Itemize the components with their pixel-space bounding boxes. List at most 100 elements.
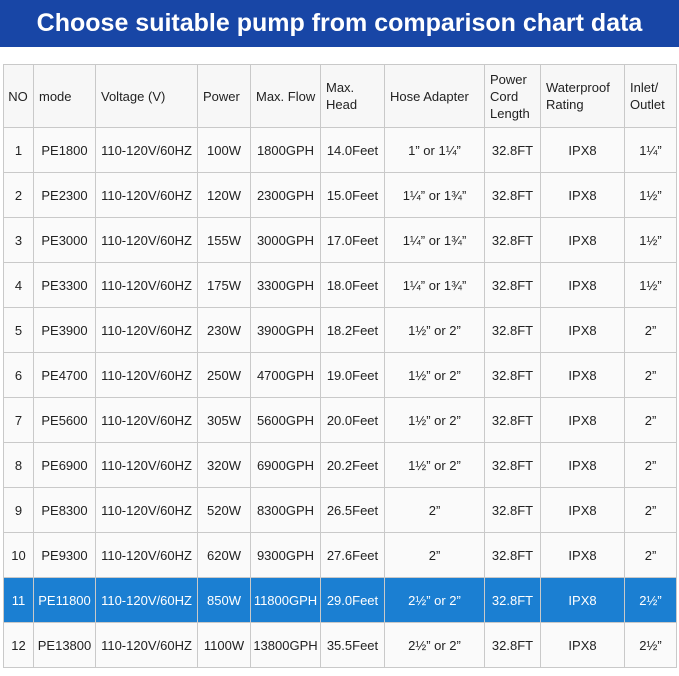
table-cell: 1½” or 2” <box>384 307 485 353</box>
table-cell: 1¼” or 1¾” <box>384 172 485 218</box>
table-cell: IPX8 <box>540 442 625 488</box>
table-cell: 2” <box>384 487 485 533</box>
table-cell: IPX8 <box>540 487 625 533</box>
table-cell: 1” or 1¼” <box>384 127 485 173</box>
table-cell: 2” <box>624 307 677 353</box>
table-cell: 13800GPH <box>250 622 321 668</box>
table-cell: 2 <box>3 172 34 218</box>
table-cell: 11800GPH <box>250 577 321 623</box>
table-row: 2 PE2300 110-120V/60HZ 120W 2300GPH 15.0Feet 1… <box>3 172 677 218</box>
table-cell: 110-120V/60HZ <box>95 577 198 623</box>
table-cell: 110-120V/60HZ <box>95 307 198 353</box>
table-cell: IPX8 <box>540 532 625 578</box>
table-cell: IPX8 <box>540 577 625 623</box>
table-cell: 6900GPH <box>250 442 321 488</box>
table-cell: 1½” or 2” <box>384 352 485 398</box>
table-cell: IPX8 <box>540 622 625 668</box>
table-row: 1 PE1800 110-120V/60HZ 100W 1800GPH 14.0Feet 1… <box>3 127 677 173</box>
table-cell: 1¼” or 1¾” <box>384 217 485 263</box>
table-cell: 14.0Feet <box>320 127 385 173</box>
table-cell: 175W <box>197 262 251 308</box>
table-cell: IPX8 <box>540 352 625 398</box>
table-cell: 110-120V/60HZ <box>95 532 198 578</box>
table-cell: 32.8FT <box>484 532 541 578</box>
column-header: Max. Head <box>320 64 385 128</box>
table-cell: PE1800 <box>33 127 96 173</box>
table-cell: IPX8 <box>540 307 625 353</box>
table-cell: 620W <box>197 532 251 578</box>
table-cell: 2½” or 2” <box>384 577 485 623</box>
table-cell: 1½” or 2” <box>384 397 485 443</box>
table-cell: 5600GPH <box>250 397 321 443</box>
table-cell: 17.0Feet <box>320 217 385 263</box>
table-cell: 20.0Feet <box>320 397 385 443</box>
table-cell: PE3000 <box>33 217 96 263</box>
table-row: 3 PE3000 110-120V/60HZ 155W 3000GPH 17.0Feet 1… <box>3 217 677 263</box>
table-cell: 32.8FT <box>484 397 541 443</box>
table-cell: 10 <box>3 532 34 578</box>
table-cell: 1800GPH <box>250 127 321 173</box>
table-cell: PE11800 <box>33 577 96 623</box>
table-cell: PE2300 <box>33 172 96 218</box>
table-body: 1 PE1800 110-120V/60HZ 100W 1800GPH 14.0Feet 1… <box>3 127 677 668</box>
column-header: Voltage (V) <box>95 64 198 128</box>
column-header: Waterproof Rating <box>540 64 625 128</box>
table-cell: PE3900 <box>33 307 96 353</box>
table-cell: 1½” <box>624 217 677 263</box>
table-cell: 2½” or 2” <box>384 622 485 668</box>
table-cell: 1¼” <box>624 127 677 173</box>
table-row: 6 PE4700 110-120V/60HZ 250W 4700GPH 19.0Feet 1… <box>3 352 677 398</box>
table-cell: 32.8FT <box>484 622 541 668</box>
table-cell: 110-120V/60HZ <box>95 397 198 443</box>
table-cell: 155W <box>197 217 251 263</box>
table-cell: 9300GPH <box>250 532 321 578</box>
table-cell: 5 <box>3 307 34 353</box>
table-cell: 32.8FT <box>484 217 541 263</box>
table-cell: 6 <box>3 352 34 398</box>
table-cell: IPX8 <box>540 262 625 308</box>
column-header: NO <box>3 64 34 128</box>
comparison-table: NO mode Voltage (V) Power Max. Flow Max. Head… <box>3 64 677 668</box>
table-cell: PE8300 <box>33 487 96 533</box>
table-cell: 110-120V/60HZ <box>95 217 198 263</box>
table-cell: 3000GPH <box>250 217 321 263</box>
table-cell: PE4700 <box>33 352 96 398</box>
table-cell: 9 <box>3 487 34 533</box>
column-header: Power <box>197 64 251 128</box>
header-row: NO mode Voltage (V) Power Max. Flow Max. Head… <box>3 64 677 128</box>
table-cell: 7 <box>3 397 34 443</box>
table-cell: IPX8 <box>540 217 625 263</box>
column-header: Max. Flow <box>250 64 321 128</box>
table-cell: 32.8FT <box>484 442 541 488</box>
table-cell: 27.6Feet <box>320 532 385 578</box>
table-cell: PE6900 <box>33 442 96 488</box>
banner-title: Choose suitable pump from comparison cha… <box>0 0 679 47</box>
table-cell: 8 <box>3 442 34 488</box>
table-row: 5 PE3900 110-120V/60HZ 230W 3900GPH 18.2Feet 1… <box>3 307 677 353</box>
table-cell: 18.2Feet <box>320 307 385 353</box>
table-cell: 2” <box>624 487 677 533</box>
table-row: 8 PE6900 110-120V/60HZ 320W 6900GPH 20.2Feet 1… <box>3 442 677 488</box>
table-cell: 11 <box>3 577 34 623</box>
table-row: 7 PE5600 110-120V/60HZ 305W 5600GPH 20.0Feet 1… <box>3 397 677 443</box>
table-cell: 2” <box>384 532 485 578</box>
table-cell: 32.8FT <box>484 352 541 398</box>
table-cell: 110-120V/60HZ <box>95 442 198 488</box>
table-cell: 110-120V/60HZ <box>95 622 198 668</box>
column-header: mode <box>33 64 96 128</box>
table-cell: 19.0Feet <box>320 352 385 398</box>
column-header: Hose Adapter <box>384 64 485 128</box>
table-cell: 1 <box>3 127 34 173</box>
table-row: 4 PE3300 110-120V/60HZ 175W 3300GPH 18.0Feet 1… <box>3 262 677 308</box>
column-header: Power Cord Length <box>484 64 541 128</box>
table-cell: 110-120V/60HZ <box>95 127 198 173</box>
table-cell: 120W <box>197 172 251 218</box>
table-cell: 20.2Feet <box>320 442 385 488</box>
table-cell: 26.5Feet <box>320 487 385 533</box>
table-cell: PE9300 <box>33 532 96 578</box>
table-cell: 1½” <box>624 262 677 308</box>
table-cell: 520W <box>197 487 251 533</box>
table-cell: 850W <box>197 577 251 623</box>
column-header: Inlet/ Outlet <box>624 64 677 128</box>
table-cell: IPX8 <box>540 397 625 443</box>
